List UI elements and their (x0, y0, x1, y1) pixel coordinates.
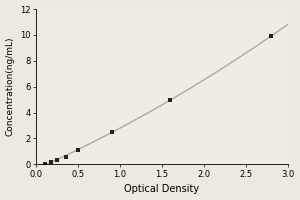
X-axis label: Optical Density: Optical Density (124, 184, 200, 194)
Point (63, 155, 68, 158)
Point (168, 98, 173, 101)
Point (109, 130, 114, 134)
Point (268, 35, 273, 38)
Y-axis label: Concentration(ng/mL): Concentration(ng/mL) (6, 37, 15, 136)
Point (42, 162, 47, 165)
Point (55, 159, 59, 162)
Point (48, 161, 53, 164)
Point (76, 148, 80, 152)
